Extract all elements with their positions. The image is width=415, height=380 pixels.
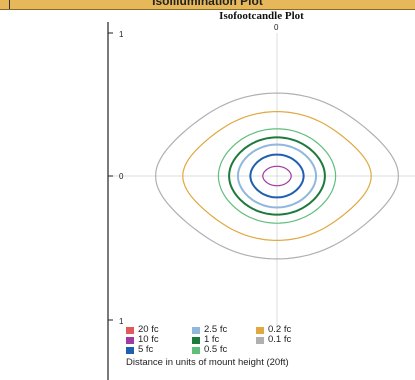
contour-5-fc [249,153,305,199]
contour-group [154,92,400,260]
legend-label-10fc: 10 fc [138,334,159,345]
plot-title: Isofootcandle Plot [219,10,304,22]
banner-divider [9,0,10,9]
legend-swatch-5fc [126,346,134,354]
banner-title: Isoillumination Plot [152,0,263,8]
legend-swatch-20fc [126,326,134,334]
y-tick-label-top: 1 [119,30,124,39]
contour-1-fc [228,136,326,216]
legend-item-0-5fc: 0.5 fc [192,345,256,355]
y-tick-label-bottom: 1 [119,317,124,326]
legend-item-0-2fc: 0.2 fc [256,325,326,335]
contour-10-fc [262,165,292,187]
legend-item-10fc: 10 fc [126,335,192,345]
legend-swatch-0-1fc [256,336,264,344]
legend-item-5fc: 5 fc [126,345,192,355]
legend-swatch-0-5fc [192,346,200,354]
legend-swatch-2-5fc [192,326,200,334]
legend-label-1fc: 1 fc [204,334,220,345]
top-banner: Isoillumination Plot [0,0,415,10]
legend-swatch-1fc [192,336,200,344]
legend-label-2-5fc: 2.5 fc [204,324,228,335]
legend-label-5fc: 5 fc [138,344,154,355]
legend-item-0-1fc: 0.1 fc [256,335,326,345]
contour-0-2-fc [182,110,372,242]
legend-label-0-1fc: 0.1 fc [268,334,292,345]
legend-swatch-0-2fc [256,326,264,334]
legend-item-1fc: 1 fc [192,335,256,345]
legend-label-0-5fc: 0.5 fc [204,344,228,355]
y-tick-label-middle: 0 [119,172,124,181]
legend-item-2-5fc: 2.5 fc [192,325,256,335]
legend: 20 fc 2.5 fc 0.2 fc 10 fc 1 fc 0.1 fc [126,325,411,368]
legend-item-20fc: 20 fc [126,325,192,335]
contour-2-5-fc [237,143,317,209]
x-tick-label-top: 0 [274,23,279,32]
contour-0-5-fc [217,128,337,224]
legend-label-0-2fc: 0.2 fc [268,324,292,335]
contour-0-1-fc [154,92,400,260]
legend-distance-note: Distance in units of mount height (20ft) [126,357,289,368]
legend-label-20fc: 20 fc [138,324,159,335]
legend-swatch-10fc [126,336,134,344]
